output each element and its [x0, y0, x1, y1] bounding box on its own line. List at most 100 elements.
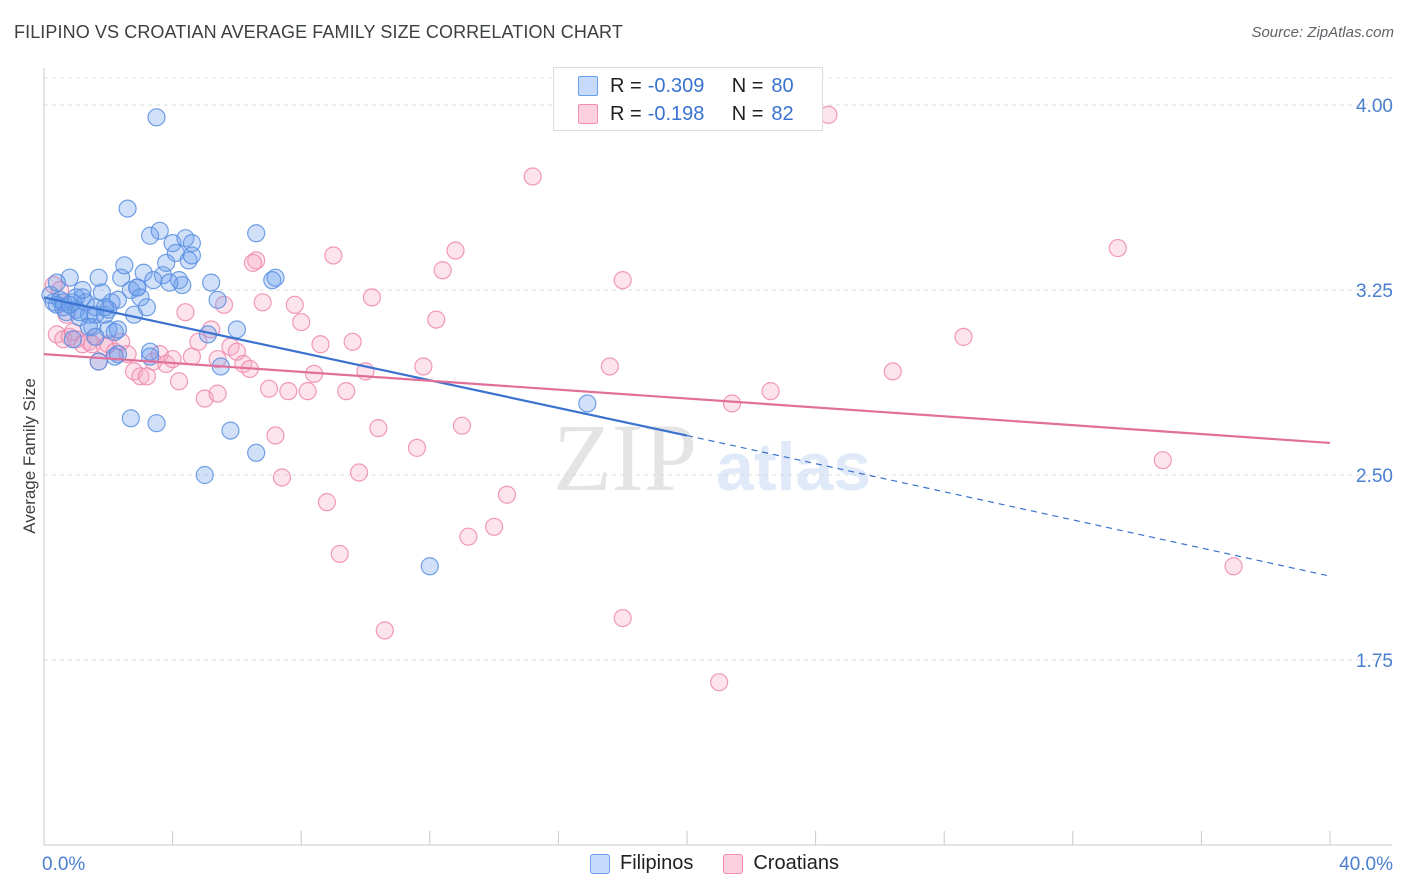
filipino-point [73, 280, 92, 300]
filipino-point [150, 221, 169, 240]
croatian-point [722, 394, 742, 413]
legend-n-value: 80 [771, 74, 794, 97]
legend-item-filipinos[interactable]: Filipinos [590, 852, 693, 875]
y-tick-label: 4.00 [1356, 96, 1393, 117]
y-tick-label: 1.75 [1356, 651, 1393, 672]
croatian-point [243, 253, 263, 272]
filipino-point [247, 224, 266, 243]
croatian-point [883, 362, 902, 381]
croatian-point [163, 349, 182, 369]
croatian-point [176, 303, 195, 322]
legend-row-filipinos: R = -0.309 N = 80 [578, 72, 794, 100]
croatian-point [343, 332, 362, 351]
croatian-point [414, 357, 433, 376]
filipino-point [131, 288, 150, 307]
croatian-point [613, 608, 632, 628]
x-tick-max-label: 40.0% [1339, 854, 1393, 875]
croatian-point [272, 468, 292, 487]
filipino-point [92, 283, 111, 302]
filipino-point [121, 409, 140, 428]
filipino-point [105, 322, 124, 342]
croatian-point [613, 271, 632, 290]
croatian-point [369, 419, 388, 438]
watermark-zip: ZIP [553, 404, 697, 511]
croatian-point [427, 310, 446, 329]
croatian-point [317, 493, 337, 512]
legend-swatch-croatians [723, 853, 744, 874]
croatian-point [523, 167, 542, 186]
croatian-point [600, 357, 619, 376]
croatian-point [266, 426, 285, 445]
filipinos-points [41, 108, 597, 576]
croatian-point [1108, 238, 1127, 258]
filipino-point [160, 273, 179, 292]
filipino-point [182, 234, 201, 253]
croatian-point [761, 382, 780, 401]
filipino-point [115, 256, 134, 275]
croatians-trend-line [43, 353, 1331, 445]
filipino-point [221, 421, 240, 440]
filipino-point [86, 327, 105, 346]
filipino-point [137, 298, 156, 317]
y-tick-label: 3.25 [1356, 281, 1393, 302]
croatian-point [337, 382, 356, 401]
filipino-point [118, 199, 137, 218]
croatian-point [349, 463, 369, 482]
legend-swatch-croatians [578, 104, 598, 124]
filipino-point [182, 246, 201, 265]
croatian-point [710, 673, 729, 692]
croatian-point [292, 312, 311, 332]
croatian-point [131, 367, 150, 386]
filipino-point [247, 443, 266, 462]
trend-lines [43, 296, 1331, 577]
croatian-point [247, 251, 266, 270]
filipino-point [195, 465, 214, 485]
croatian-point [253, 293, 272, 312]
filipino-point [105, 347, 124, 366]
croatian-point [362, 288, 382, 307]
croatian-point [324, 246, 343, 265]
filipino-point [47, 273, 66, 292]
croatian-point [259, 379, 279, 398]
legend-n-value: 82 [771, 102, 794, 125]
legend-label-filipinos: Filipinos [620, 852, 694, 874]
croatian-point [433, 261, 452, 280]
legend-r-label: R = [610, 102, 642, 125]
filipino-point [202, 273, 221, 292]
croatian-point [485, 517, 504, 536]
x-tick-min-label: 0.0% [42, 854, 85, 875]
legend-r-value: -0.309 [647, 74, 705, 97]
filipino-point [95, 298, 115, 317]
croatian-point [285, 295, 304, 314]
filipino-point [227, 320, 246, 339]
legend-item-croatians[interactable]: Croatians [723, 852, 839, 875]
croatian-point [459, 527, 478, 546]
filipino-point [63, 330, 83, 349]
filipino-point [578, 394, 597, 413]
filipino-point [67, 288, 86, 307]
filipino-point [179, 251, 198, 270]
croatian-point [452, 416, 472, 435]
y-tick-labels: 1.75 2.50 3.25 4.00 [1356, 96, 1393, 672]
croatian-point [954, 327, 973, 346]
filipino-point [89, 268, 108, 287]
filipino-point [157, 253, 176, 272]
filipino-point [263, 271, 282, 290]
croatian-point [407, 438, 427, 457]
legend-n-label: N = [731, 102, 764, 125]
croatian-point [375, 621, 394, 640]
source-label: Source: ZipAtlas.com [1251, 24, 1394, 41]
croatian-point [298, 382, 317, 401]
filipino-point [108, 320, 128, 339]
legend-label-croatians: Croatians [753, 852, 839, 874]
legend-row-croatians: R = -0.198 N = 82 [578, 100, 794, 128]
croatian-point [311, 335, 330, 354]
croatian-point [189, 332, 208, 351]
croatian-point [330, 544, 349, 564]
y-axis-label: Average Family Size [20, 378, 39, 534]
correlation-legend: R = -0.309 N = 80 R = -0.198 N = 82 [553, 67, 823, 131]
croatians-points [44, 105, 1243, 692]
legend-r-value: -0.198 [647, 102, 705, 125]
filipino-point [266, 268, 285, 287]
